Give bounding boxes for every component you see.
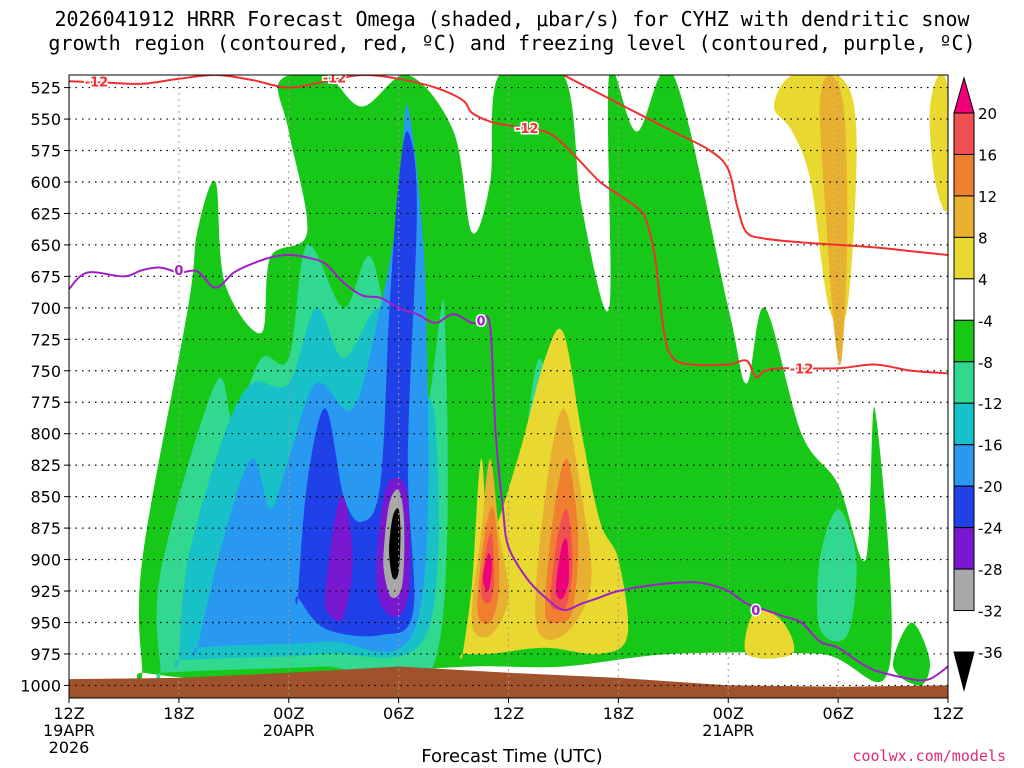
- omega-shading: [136, 75, 948, 689]
- x-tick-label-6: 00Z: [713, 704, 744, 723]
- y-tick-label-1000: 1000: [20, 676, 61, 695]
- colorbar-swatch-9: [953, 485, 975, 529]
- x-tick-label-2: 00Z: [273, 704, 304, 723]
- y-tick-label-900: 900: [30, 551, 61, 570]
- dendritic-growth-minus12-label-3: -12: [790, 362, 814, 377]
- y-axis: 525 550 575 600 625 650 675 700 725 750 775 800 825 8…: [20, 79, 69, 695]
- y-tick-label-975: 975: [30, 645, 61, 664]
- x-tick-label-4: 12Z: [493, 704, 524, 723]
- colorbar-swatch-11: [953, 568, 975, 612]
- y-tick-label-600: 600: [30, 173, 61, 192]
- colorbar-label-6: -8: [978, 354, 993, 372]
- y-tick-label-650: 650: [30, 236, 61, 255]
- omega-region-0-1: [892, 622, 930, 686]
- omega-region-1-1: [816, 509, 857, 642]
- y-tick-label-625: 625: [30, 204, 61, 223]
- chart-title-line2: growth region (contoured, red, ºC) and f…: [48, 31, 976, 55]
- colorbar-label-0: 20: [978, 105, 997, 123]
- x-tick-date-2: 20APR: [263, 721, 315, 740]
- y-tick-label-875: 875: [30, 519, 61, 538]
- omega-region-5-0: [325, 495, 353, 622]
- colorbar-bottom-arrow: [953, 651, 975, 692]
- colorbar-label-3: 8: [978, 229, 988, 247]
- colorbar: 20 16 12 8 4 -4 -8 -12 -16 -20 -24 -28 -32 -36: [953, 76, 1003, 692]
- y-tick-label-775: 775: [30, 393, 61, 412]
- colorbar-swatch-3: [953, 236, 975, 280]
- grid: [69, 75, 948, 698]
- colorbar-swatch-5: [953, 319, 975, 363]
- colorbar-label-8: -16: [978, 437, 1003, 455]
- x-axis-title: Forecast Time (UTC): [421, 746, 603, 767]
- dendritic-growth-minus12-label-1: -12: [323, 72, 347, 87]
- colorbar-swatch-6: [953, 361, 975, 404]
- omega-region-9-2: [819, 75, 848, 365]
- x-tick-label-5: 18Z: [603, 704, 634, 723]
- freezing-level-0-label-0: 0: [174, 264, 183, 279]
- colorbar-label-12: -32: [978, 603, 1003, 621]
- dendritic-growth-minus12-upper-line: [562, 75, 948, 256]
- colorbar-label-10: -24: [978, 520, 1003, 538]
- dendritic-growth-minus12-label-0: -12: [85, 75, 109, 90]
- x-tick-date-0: 19APR: [43, 721, 95, 740]
- chart-title-line1: 2026041912 HRRR Forecast Omega (shaded, …: [54, 7, 970, 31]
- colorbar-label-13: -36: [978, 644, 1003, 662]
- colorbar-swatch-4: [953, 278, 975, 321]
- colorbar-label-1: 16: [978, 146, 997, 164]
- freezing-level-0-line: [69, 253, 948, 682]
- omega-region-8-3: [929, 75, 948, 212]
- colorbar-label-9: -20: [978, 478, 1003, 496]
- y-tick-label-575: 575: [30, 142, 61, 161]
- y-tick-label-925: 925: [30, 582, 61, 601]
- y-tick-label-750: 750: [30, 362, 61, 381]
- colorbar-label-11: -28: [978, 561, 1003, 579]
- dendritic-growth-minus12-line: [69, 75, 948, 379]
- x-tick-label-8: 12Z: [932, 704, 963, 723]
- y-tick-label-800: 800: [30, 425, 61, 444]
- x-tick-label-7: 06Z: [822, 704, 853, 723]
- colorbar-swatch-0: [953, 112, 975, 155]
- colorbar-top-arrow: [953, 76, 975, 114]
- x-tick-label-0: 12Z: [53, 704, 84, 723]
- y-tick-label-725: 725: [30, 330, 61, 349]
- y-tick-label-950: 950: [30, 613, 61, 632]
- colorbar-label-4: 4: [978, 271, 988, 289]
- x-tick-year-0: 2026: [49, 738, 90, 757]
- x-tick-date-6: 21APR: [702, 721, 754, 740]
- omega-region-8-1: [744, 608, 795, 659]
- colorbar-label-5: -4: [978, 312, 993, 330]
- colorbar-swatch-1: [953, 153, 975, 197]
- dendritic-growth-minus12-label-2: -12: [515, 122, 539, 137]
- colorbar-swatch-10: [953, 527, 975, 570]
- y-tick-label-675: 675: [30, 267, 61, 286]
- colorbar-swatch-7: [953, 402, 975, 446]
- colorbar-swatch-2: [953, 195, 975, 238]
- y-tick-label-525: 525: [30, 79, 61, 98]
- contours: -12 -12 -12 -12 0 0 0: [69, 72, 948, 682]
- omega-region-12-0: [482, 552, 492, 592]
- y-tick-label-850: 850: [30, 488, 61, 507]
- y-tick-label-550: 550: [30, 110, 61, 129]
- colorbar-label-2: 12: [978, 188, 997, 206]
- x-tick-label-1: 18Z: [163, 704, 194, 723]
- freezing-level-0-label-2: 0: [751, 604, 760, 619]
- y-tick-label-825: 825: [30, 456, 61, 475]
- colorbar-label-7: -12: [978, 395, 1003, 413]
- site-credit: coolwx.com/models: [852, 747, 1006, 765]
- colorbar-swatch-8: [953, 444, 975, 487]
- freezing-level-0-label-1: 0: [477, 314, 486, 329]
- omega-region-12-1: [555, 538, 570, 600]
- x-tick-label-3: 06Z: [383, 704, 414, 723]
- y-tick-label-700: 700: [30, 299, 61, 318]
- omega-region-7-0: [389, 508, 401, 580]
